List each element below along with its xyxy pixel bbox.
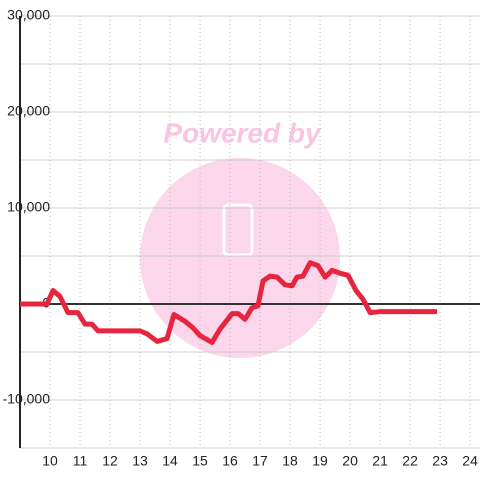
x-tick-label: 20: [342, 453, 358, 469]
x-tick-label: 19: [312, 453, 328, 469]
x-tick-label: 18: [282, 453, 298, 469]
x-tick-label: 10: [42, 453, 58, 469]
x-tick-label: 14: [162, 453, 178, 469]
data-line: [20, 260, 438, 345]
x-tick-label: 23: [432, 453, 448, 469]
x-tick-label: 13: [132, 453, 148, 469]
x-tick-label: 12: [102, 453, 118, 469]
x-tick-label: 22: [402, 453, 418, 469]
x-tick-label: 15: [192, 453, 208, 469]
watermark-text: Powered by: [163, 117, 322, 148]
x-tick-label: 11: [73, 453, 88, 469]
y-tick-label: 20,000: [7, 103, 50, 119]
x-tick-label: 17: [252, 453, 268, 469]
y-tick-label: -10,000: [3, 391, 51, 407]
watermark-icon: [222, 203, 254, 257]
x-tick-label: 21: [372, 453, 388, 469]
y-tick-label: 30,000: [7, 7, 50, 23]
x-tick-label: 24: [462, 453, 478, 469]
y-tick-label: 10,000: [7, 199, 50, 215]
x-tick-label: 16: [222, 453, 238, 469]
